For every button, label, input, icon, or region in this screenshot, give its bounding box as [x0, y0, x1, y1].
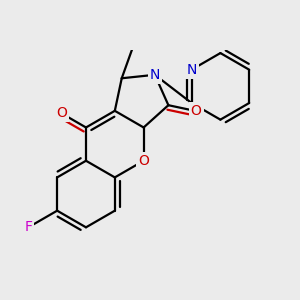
Text: F: F — [24, 220, 32, 234]
Text: N: N — [186, 63, 197, 77]
Text: N: N — [150, 68, 160, 82]
Text: O: O — [190, 104, 202, 118]
Text: O: O — [138, 154, 149, 168]
Text: O: O — [56, 106, 67, 120]
